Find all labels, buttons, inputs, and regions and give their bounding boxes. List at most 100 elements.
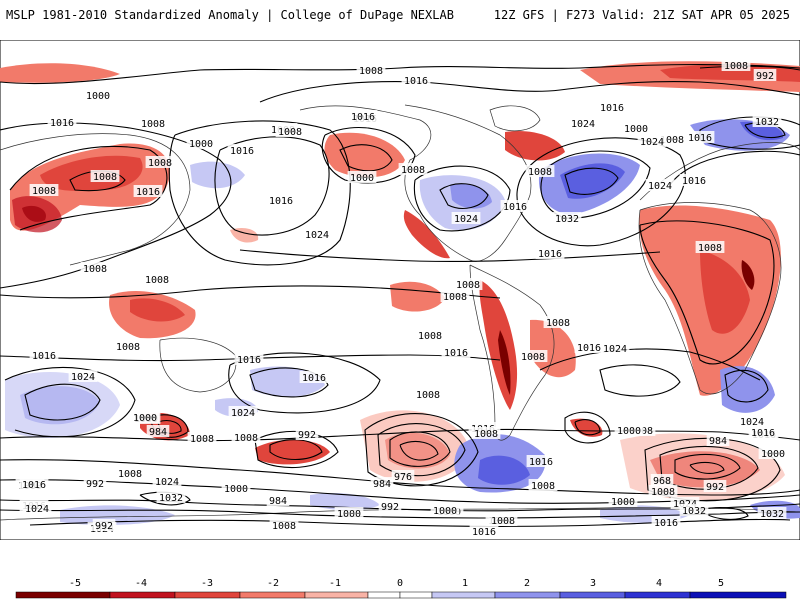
isobar-label: 984 (269, 496, 287, 507)
isobar-label-bg (568, 117, 598, 129)
isobar-label: 1008 (698, 243, 722, 254)
isobar-label: 1016 (538, 249, 562, 260)
isobar-label-bg (146, 425, 170, 437)
isobar-label-bg (441, 346, 471, 358)
neg-anomaly-newfoundland (505, 130, 565, 161)
isobar-label-bg (648, 485, 678, 497)
isobar-label: 1008 (724, 61, 748, 72)
isobar-label-bg (703, 480, 727, 492)
neg-anomaly-mexico (403, 210, 450, 259)
isobar-1016-subtrop-north (239, 249, 661, 263)
isobar-label-bg (650, 474, 674, 486)
isobar-1016-npac (168, 120, 351, 266)
neg-anomaly-brazil (530, 319, 576, 378)
colorbar-tick-label: -5 (69, 578, 81, 589)
isobar-label-bg (413, 388, 443, 400)
colorbar-swatch (559, 591, 626, 599)
isobar-label-bg (19, 478, 49, 490)
isobar-1024-antarctic (29, 518, 791, 527)
isobar-label: 1016 (682, 176, 706, 187)
isobar-label: 992 (756, 71, 774, 82)
isobar-label: 1008 (278, 127, 302, 138)
isobar-label: 1016 (472, 527, 496, 538)
isobar-992-southern (0, 459, 800, 496)
run-info: 12Z GFS | F273 Valid: 21Z SAT APR 05 202… (493, 8, 790, 22)
isobar-label: 1016 (302, 373, 326, 384)
isobar-1000-low-4 (564, 411, 611, 444)
isobar-label: 1000 (133, 413, 157, 424)
isobar-label-bg (608, 495, 638, 507)
isobar-label-bg (370, 477, 394, 489)
isobar-label-bg (469, 525, 499, 537)
isobar-1016-spac (228, 352, 381, 414)
isobar-label-bg (299, 371, 329, 383)
isobar-label: 1000 (617, 426, 641, 437)
isobar-label-bg (488, 514, 518, 526)
isobar-label-bg (152, 475, 182, 487)
isobar-label-bg (543, 316, 573, 328)
isobar-label: 992 (86, 479, 104, 490)
neg-anomaly-andes-core (498, 330, 511, 395)
isobar-label: 1008 (531, 481, 555, 492)
isobar-label-bg (679, 504, 709, 516)
isobar-976-low-5 (674, 453, 741, 480)
colorbar-swatch (304, 591, 369, 599)
colorbar-tick-label: -2 (267, 578, 279, 589)
isobar-label-bg (758, 447, 788, 459)
neg-anomaly-npac-small (230, 228, 259, 243)
isobar-label-bg (47, 116, 77, 128)
colorbar-tick-label: 0 (397, 578, 403, 589)
neg-anomaly-africa-core (700, 250, 750, 334)
coast-south-america (469, 264, 555, 441)
isobar-label-bg (228, 406, 258, 418)
isobar-label: 1008 (32, 186, 56, 197)
isobar-1016-europe (669, 150, 800, 186)
isobar-1016-usa (413, 165, 511, 232)
isobar-label: 1024 (454, 214, 478, 225)
colorbar-swatch (174, 591, 241, 599)
isobar-label: 1024 (25, 504, 49, 515)
isobar-label: 1000 (761, 449, 785, 460)
colorbar-swatch (15, 591, 111, 599)
isobar-label: 1016 (600, 103, 624, 114)
isobar-label: 1032 (755, 117, 779, 128)
isobar-label-bg (266, 494, 290, 506)
isobar-1000-southern (0, 479, 800, 504)
neg-anomaly-eastafrica-core (741, 260, 755, 290)
isobar-label: 1024 (231, 408, 255, 419)
isobar-label: 1016 (136, 187, 160, 198)
isobar-label: 1024 (571, 119, 595, 130)
isobar-label: 992 (381, 502, 399, 513)
isobar-label-bg (90, 170, 120, 182)
isobar-label-bg (266, 194, 296, 206)
isobar-label-bg (302, 228, 332, 240)
isobar-label: 1016 (22, 480, 46, 491)
isobar-label-bg (231, 431, 261, 443)
isobar-label: 1008 (190, 434, 214, 445)
isobar-label: 1000 (350, 173, 374, 184)
isobar-label: 1008 (401, 165, 425, 176)
neg-anomaly-indonesia (130, 298, 185, 322)
pos-anomaly-atlantic-core (560, 163, 625, 199)
isobar-label: 1008 (443, 292, 467, 303)
isobar-label: 1016 (577, 343, 601, 354)
isobar-label-bg (721, 59, 751, 71)
isobar-label-bg (227, 144, 257, 156)
isobar-label: 1016 (503, 202, 527, 213)
isobar-label-bg (528, 479, 558, 491)
isobar-1024-usa (439, 183, 489, 209)
colorbar-tick-label: -3 (201, 578, 213, 589)
isobar-label: 1008 (418, 331, 442, 342)
isobar-label-bg (525, 165, 555, 177)
map-title: MSLP 1981-2010 Standardized Anomaly | Co… (6, 8, 454, 22)
isobar-label-bg (275, 125, 305, 137)
isobar-label: 1008 (272, 521, 296, 532)
isobar-label: 992 (706, 482, 724, 493)
isobar-label: 1016 (654, 518, 678, 529)
colorbar-tick-label: 3 (590, 578, 596, 589)
isobar-label-bg (500, 200, 530, 212)
isobar-label-bg (348, 110, 378, 122)
isobar-1000-arctic (699, 65, 800, 71)
isobar-984-low-5 (659, 445, 759, 490)
isobar-1008-arctic (0, 63, 800, 85)
